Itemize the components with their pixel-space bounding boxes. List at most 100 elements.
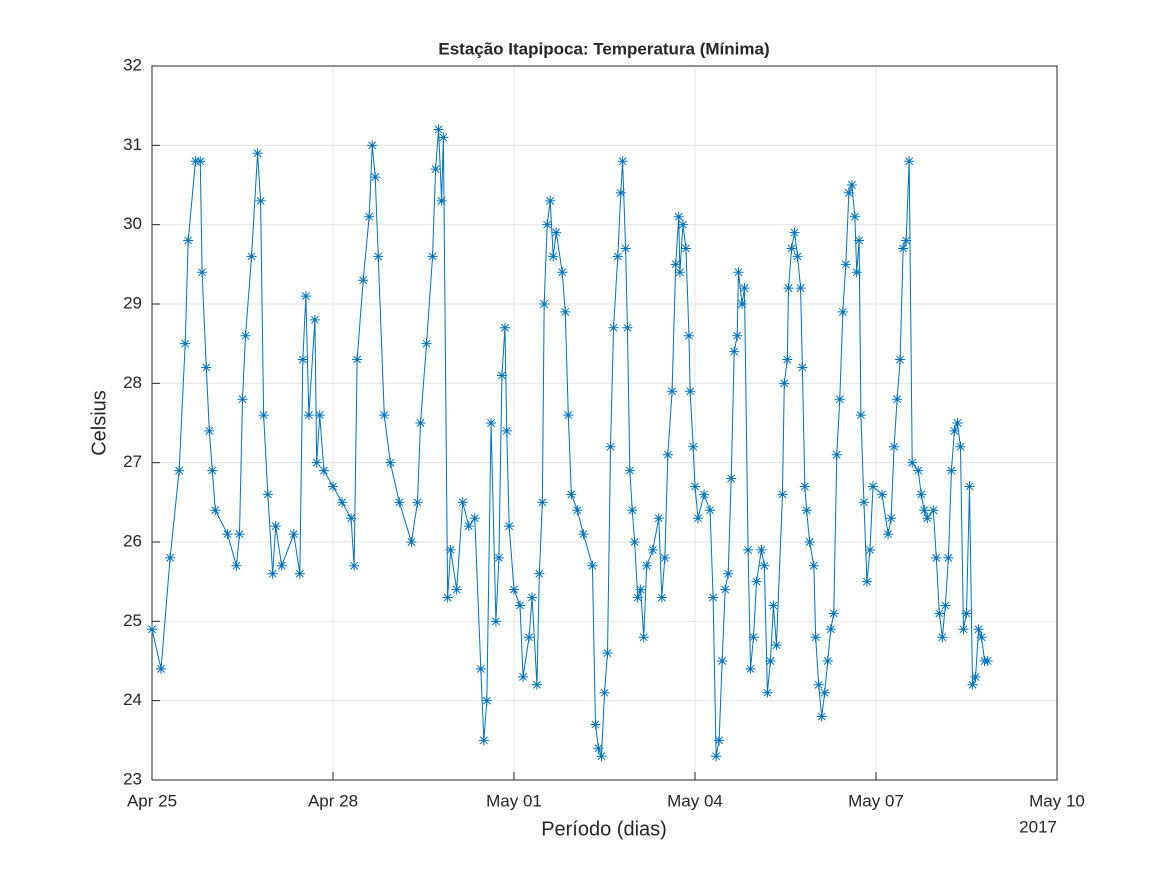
data-marker — [463, 521, 474, 532]
data-marker — [831, 449, 842, 460]
data-marker — [394, 497, 405, 508]
data-marker — [255, 195, 266, 206]
data-marker — [222, 529, 233, 540]
data-marker — [509, 584, 519, 595]
data-marker — [729, 346, 740, 357]
data-marker — [737, 299, 748, 309]
data-marker — [733, 267, 744, 278]
x-tick-label: Apr 28 — [308, 791, 358, 810]
data-marker — [877, 489, 888, 500]
data-marker — [587, 560, 598, 571]
x-tick-label: May 07 — [848, 791, 904, 810]
data-marker — [864, 544, 875, 555]
y-tick-label: 29 — [123, 293, 142, 312]
data-marker — [542, 219, 553, 230]
data-marker — [819, 687, 830, 698]
data-marker — [624, 465, 635, 476]
data-marker — [931, 552, 942, 563]
data-marker — [949, 425, 960, 436]
data-marker — [886, 513, 897, 524]
data-marker — [195, 156, 206, 167]
data-marker — [889, 441, 900, 452]
data-marker — [699, 489, 710, 500]
y-tick-label: 31 — [123, 135, 142, 154]
data-marker — [653, 513, 664, 524]
data-marker — [563, 410, 574, 421]
data-marker — [156, 663, 167, 674]
data-marker — [531, 679, 542, 690]
data-marker — [904, 156, 915, 167]
data-marker — [534, 568, 545, 579]
data-marker — [837, 306, 848, 317]
data-marker — [638, 632, 649, 643]
data-marker — [349, 560, 360, 571]
data-marker — [373, 251, 384, 262]
data-marker — [183, 235, 194, 246]
data-marker — [262, 489, 273, 500]
data-marker — [762, 687, 773, 698]
data-marker — [620, 243, 631, 254]
data-marker — [457, 497, 468, 508]
data-marker — [451, 584, 462, 595]
data-marker — [328, 481, 338, 492]
data-marker — [180, 338, 191, 349]
data-marker — [240, 330, 251, 341]
data-marker — [478, 735, 489, 746]
data-marker — [267, 568, 278, 579]
data-marker — [943, 552, 954, 563]
data-marker — [797, 362, 808, 373]
data-marker — [680, 243, 691, 254]
data-marker — [379, 410, 390, 421]
data-marker — [913, 465, 924, 476]
data-marker — [937, 632, 948, 643]
data-marker — [493, 552, 504, 563]
data-marker — [732, 330, 743, 341]
data-marker — [486, 418, 497, 428]
data-marker — [204, 425, 215, 436]
data-marker — [919, 505, 930, 516]
data-marker — [743, 544, 754, 555]
data-marker — [714, 735, 725, 746]
data-marker — [427, 251, 438, 262]
data-marker — [593, 743, 604, 754]
data-marker — [659, 552, 670, 563]
data-marker — [252, 148, 263, 159]
axes-box — [151, 65, 1058, 781]
data-marker — [442, 592, 453, 603]
data-marker — [840, 259, 851, 270]
data-marker — [234, 529, 245, 540]
data-marker — [667, 386, 678, 397]
data-marker — [685, 386, 696, 397]
data-marker — [524, 632, 535, 643]
data-marker — [907, 457, 918, 468]
data-marker — [647, 544, 658, 555]
data-marker — [566, 489, 577, 500]
data-marker — [615, 187, 626, 198]
data-marker — [352, 354, 363, 365]
y-tick-label: 26 — [123, 531, 142, 550]
data-marker — [433, 124, 444, 135]
data-marker — [846, 180, 857, 190]
data-marker — [656, 592, 667, 603]
data-marker — [605, 441, 616, 452]
data-marker — [364, 211, 375, 222]
data-marker — [786, 243, 797, 254]
data-marker — [958, 624, 969, 635]
data-marker — [578, 529, 589, 540]
y-tick-label: 23 — [123, 769, 142, 788]
data-marker — [898, 243, 909, 254]
data-marker — [539, 299, 550, 309]
data-marker — [201, 362, 212, 373]
data-marker — [436, 195, 447, 206]
data-marker — [246, 251, 257, 262]
y-tick-label: 24 — [123, 690, 142, 709]
data-marker — [288, 529, 299, 540]
data-marker — [690, 481, 700, 492]
data-marker — [779, 378, 790, 389]
data-marker — [303, 410, 314, 421]
data-marker — [415, 418, 426, 428]
data-marker — [705, 505, 716, 516]
data-marker — [572, 505, 583, 516]
data-marker — [527, 592, 538, 603]
data-marker — [499, 322, 510, 333]
